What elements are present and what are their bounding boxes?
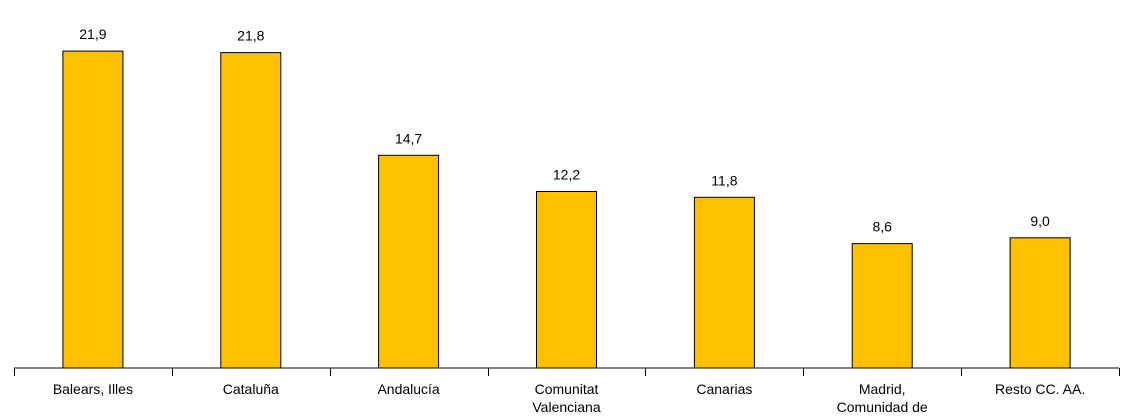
bar-value-label: 12,2 [553,167,580,183]
bar-value-label: 9,0 [1030,213,1050,229]
x-tick-label-line: Comunidad de [837,399,928,415]
x-tick-label: Resto CC. AA. [995,381,1085,397]
x-ticks-layer [14,368,1120,376]
x-tick-label-line: Andalucía [377,381,439,397]
x-tick-label-line: Madrid, [859,381,906,397]
x-tick-label: Andalucía [377,381,439,397]
bar-value-label: 11,8 [711,172,737,188]
x-tick-label: Comunitat Valenciana [532,381,600,415]
bar [220,52,282,369]
bar-value-label: 21,8 [237,28,264,44]
value-labels-layer: 21,9 21,8 14,7 12,2 11,8 8,6 9,0 [79,26,1050,235]
x-tick-label-line: Comunitat [535,381,599,397]
x-tick-label-line: Balears, Illes [53,381,133,397]
x-tick-label: Madrid, Comunidad de [837,381,928,415]
x-tick-labels-layer: Balears, Illes Cataluña Andalucía Comunitat… [53,381,1085,415]
bar-value-label: 8,6 [872,219,892,235]
bar [378,154,440,369]
bar-value-label: 14,7 [395,130,422,146]
x-tick-label-line: Cataluña [223,381,279,397]
x-tick-label-line: Canarias [696,381,752,397]
bar [62,50,124,369]
bar [851,243,913,369]
bar [693,196,755,369]
x-tick-label-line: Resto CC. AA. [995,381,1085,397]
x-tick-label: Cataluña [223,381,279,397]
bar-value-label: 21,9 [79,26,106,42]
x-tick-label: Canarias [696,381,752,397]
x-tick-label-line: Valenciana [532,399,600,415]
bars-layer [62,50,1071,369]
bar [536,191,597,369]
bar [1009,237,1071,369]
x-tick-label: Balears, Illes [53,381,133,397]
